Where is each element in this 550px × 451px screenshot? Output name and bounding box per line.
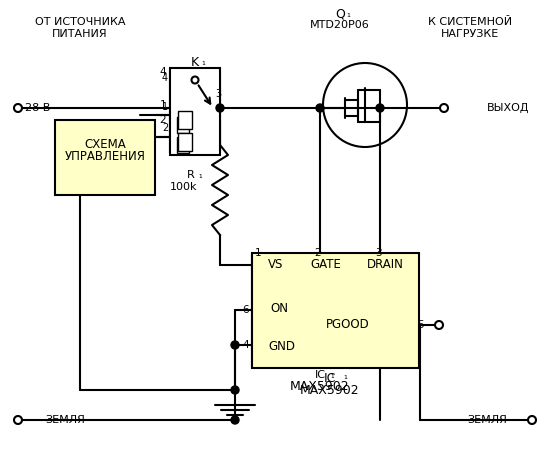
- Text: ₁: ₁: [343, 371, 347, 381]
- Text: 3: 3: [208, 90, 215, 100]
- Text: GATE: GATE: [305, 265, 334, 275]
- Text: ₁: ₁: [330, 371, 334, 379]
- Text: VS: VS: [265, 265, 279, 275]
- Text: PGOOD: PGOOD: [326, 318, 370, 331]
- Text: MTD20P06: MTD20P06: [310, 20, 370, 30]
- Text: 2: 2: [160, 115, 166, 125]
- Bar: [252, 253, 419, 368]
- Bar: [55, 120, 155, 195]
- Text: GATE: GATE: [311, 258, 342, 272]
- Circle shape: [231, 416, 239, 424]
- Circle shape: [316, 104, 324, 112]
- Text: ВЫХОД: ВЫХОД: [487, 103, 530, 113]
- Text: ЗЕМЛЯ: ЗЕМЛЯ: [45, 415, 85, 425]
- Bar: [252, 255, 417, 365]
- Text: ON: ON: [270, 302, 288, 314]
- Text: IC: IC: [324, 372, 336, 385]
- Text: 1: 1: [160, 100, 166, 110]
- Text: 2: 2: [315, 248, 321, 258]
- Text: MAX5902: MAX5902: [290, 381, 350, 394]
- Text: ОТ ИСТОЧНИКА: ОТ ИСТОЧНИКА: [35, 17, 125, 27]
- Circle shape: [231, 386, 239, 394]
- Text: 4: 4: [162, 73, 168, 83]
- Text: Q: Q: [335, 8, 345, 20]
- Text: НАГРУЗКЕ: НАГРУЗКЕ: [441, 29, 499, 39]
- Text: К СИСТЕМНОЙ: К СИСТЕМНОЙ: [428, 17, 512, 27]
- Circle shape: [376, 104, 384, 112]
- Text: 28 В: 28 В: [25, 103, 51, 113]
- Text: 4: 4: [243, 340, 249, 350]
- Text: 4: 4: [160, 67, 166, 77]
- Text: R: R: [187, 170, 195, 180]
- Bar: [170, 72, 220, 152]
- Bar: [170, 68, 220, 155]
- Bar: [177, 117, 189, 133]
- Text: IC: IC: [315, 370, 326, 380]
- Text: 3: 3: [375, 248, 381, 258]
- Text: ₁: ₁: [201, 57, 205, 67]
- Text: 3: 3: [215, 89, 221, 99]
- Text: 6: 6: [243, 305, 249, 315]
- Text: DRAIN: DRAIN: [362, 265, 398, 275]
- Text: 2: 2: [162, 123, 168, 133]
- Text: K: K: [191, 55, 199, 69]
- Text: ON: ON: [275, 310, 292, 320]
- Text: ₁: ₁: [346, 9, 350, 19]
- Circle shape: [231, 341, 239, 349]
- Text: 5: 5: [417, 320, 424, 330]
- Text: ₁: ₁: [199, 170, 202, 179]
- Text: DRAIN: DRAIN: [366, 258, 404, 272]
- Text: 1: 1: [255, 248, 261, 258]
- Text: GND: GND: [265, 270, 290, 280]
- Text: ЗЕМЛЯ: ЗЕМЛЯ: [467, 415, 507, 425]
- Text: PGOOD: PGOOD: [370, 325, 411, 335]
- Text: СХЕМА: СХЕМА: [84, 138, 126, 152]
- Bar: [178, 111, 192, 129]
- Text: УПРАВЛЕНИЯ: УПРАВЛЕНИЯ: [64, 151, 145, 164]
- Circle shape: [216, 104, 224, 112]
- Text: ПИТАНИЯ: ПИТАНИЯ: [52, 29, 108, 39]
- Bar: [177, 137, 189, 153]
- Text: MAX5902: MAX5902: [300, 385, 360, 397]
- Text: 100k: 100k: [169, 182, 197, 192]
- Bar: [178, 133, 192, 151]
- Text: VS: VS: [268, 258, 284, 272]
- Text: GND: GND: [268, 341, 295, 354]
- Text: 1: 1: [162, 102, 168, 112]
